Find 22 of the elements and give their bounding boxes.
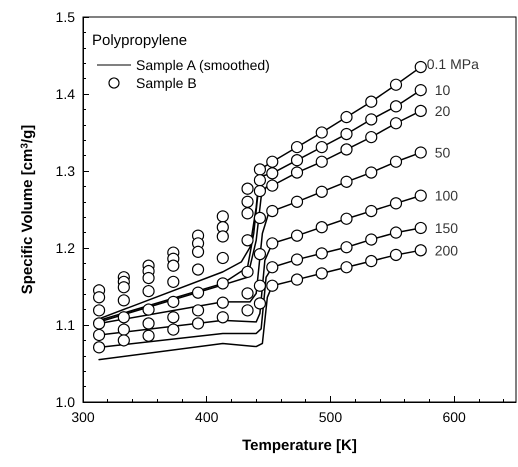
y-tick-label: 1.4 bbox=[56, 86, 76, 102]
annotation: 50 bbox=[434, 144, 451, 161]
annotation: 200 bbox=[434, 242, 458, 258]
x-tick-label: 400 bbox=[195, 409, 219, 425]
y-tick-label: 1.1 bbox=[56, 317, 76, 333]
legend-label: Sample A (smoothed) bbox=[136, 57, 270, 73]
y-tick-label: 1.3 bbox=[56, 163, 76, 179]
x-tick-label: 300 bbox=[71, 409, 95, 425]
y-tick-label: 1.2 bbox=[56, 240, 76, 256]
y-axis-title: Specific Volume [cm3/g] bbox=[19, 124, 36, 294]
annotation: 10 bbox=[434, 82, 451, 98]
legend-label: Sample B bbox=[136, 75, 197, 91]
annotation: 0.1 MPa bbox=[426, 56, 480, 72]
x-tick-label: 600 bbox=[442, 409, 466, 425]
x-tick-label: 500 bbox=[318, 409, 342, 425]
x-axis-title: Temperature [K] bbox=[242, 437, 357, 454]
annotation: 150 bbox=[434, 220, 458, 236]
annotation: 100 bbox=[434, 188, 458, 204]
legend-title: Polypropylene bbox=[92, 32, 188, 49]
annotation: 20 bbox=[434, 102, 451, 119]
y-tick-label: 1.0 bbox=[56, 394, 76, 410]
y-tick-label: 1.5 bbox=[56, 9, 76, 25]
